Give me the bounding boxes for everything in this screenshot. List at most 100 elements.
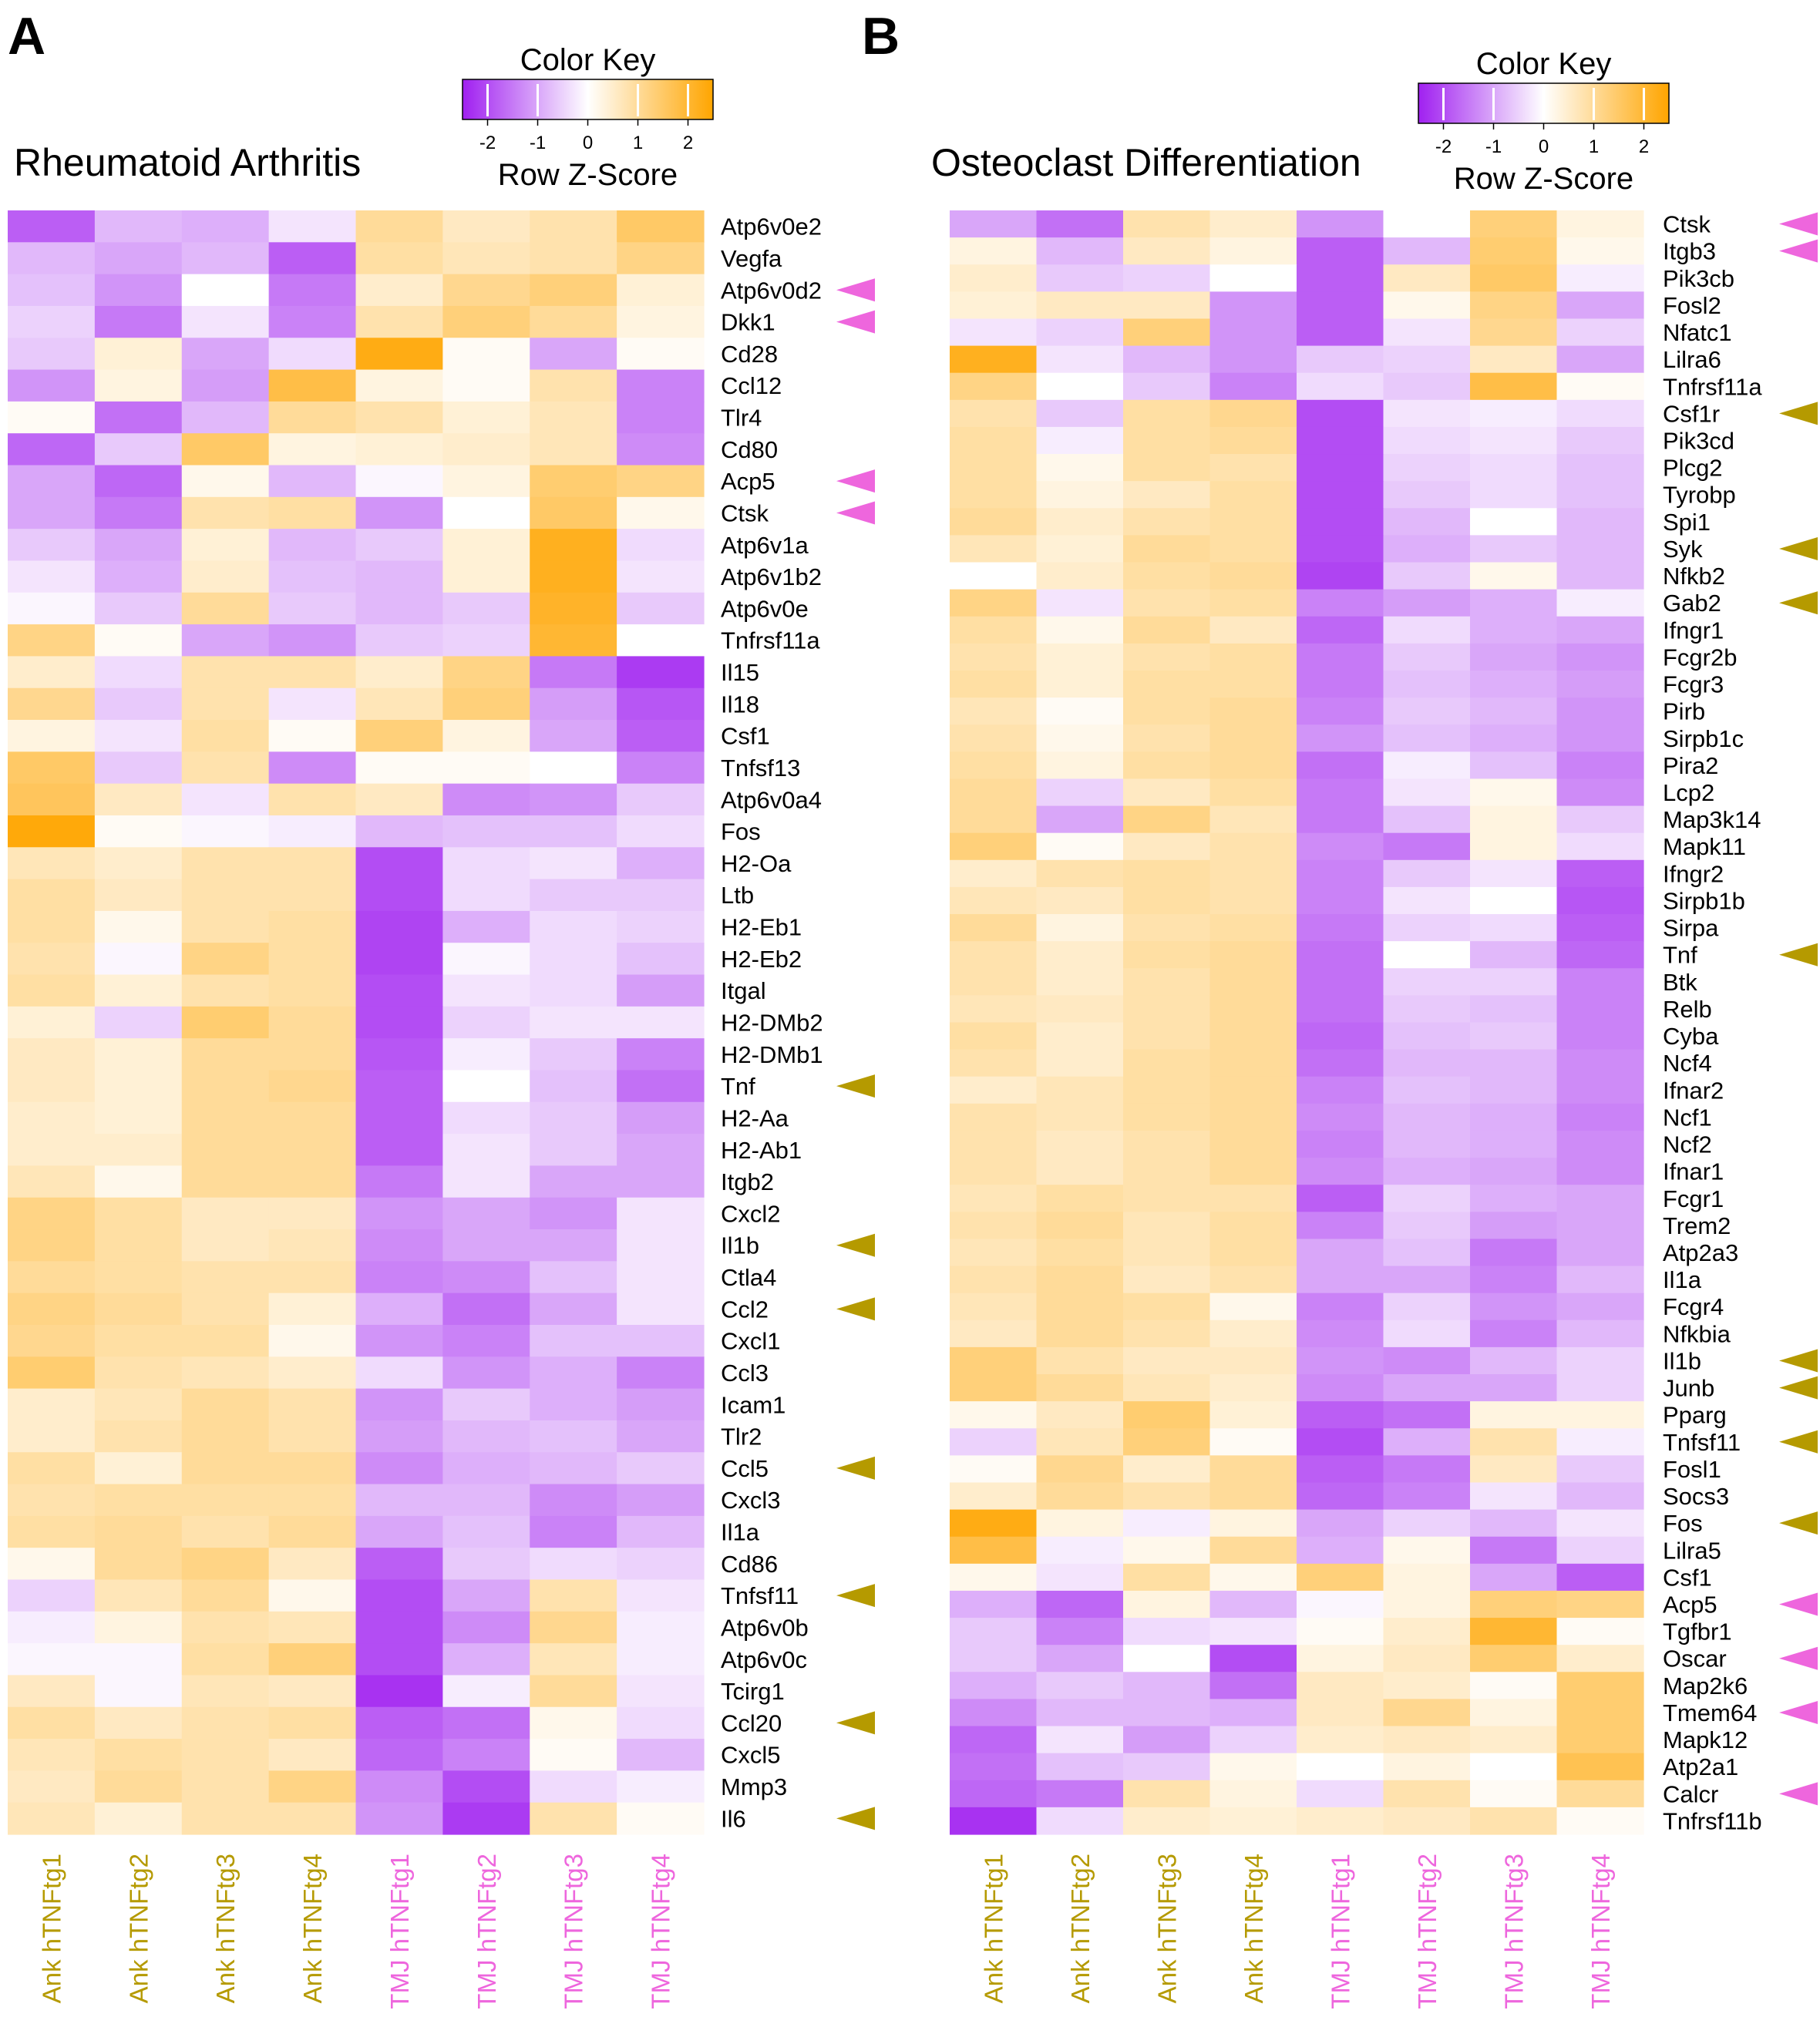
gene-label: Itgb2 [721,1168,774,1195]
heatmap-cell [1383,481,1471,509]
gene-label: Ifngr2 [1663,860,1724,887]
heatmap-cell [1036,1807,1124,1835]
heatmap-cell [530,1197,617,1230]
column-label: TMJ hTNFtg3 [560,1854,588,2009]
heatmap-cell [268,974,357,1007]
heatmap-cell [1383,1509,1471,1538]
gene-label: Atp2a3 [1663,1239,1738,1266]
heatmap-cell [617,401,705,434]
heatmap-cell [1123,1509,1211,1538]
heatmap-cell [1036,995,1124,1024]
heatmap-cell [1123,426,1211,455]
heatmap-cell [268,369,357,402]
heatmap-cell [94,751,183,785]
heatmap-cell [442,560,530,593]
heatmap-cell [355,1611,443,1644]
heatmap-cell [181,1293,270,1326]
heatmap-cell [8,274,96,307]
heatmap-cell [181,624,270,657]
heatmap-cell [268,1611,357,1644]
heatmap-cell [94,1006,183,1039]
gene-label: Pira2 [1663,752,1718,779]
heatmap-cell [617,1006,705,1039]
heatmap-cell [1470,1319,1558,1348]
heatmap-cell [94,720,183,752]
heatmap-cell [355,910,443,943]
heatmap-cell [442,305,530,338]
heatmap-cell [1036,1780,1124,1808]
heatmap-cell [442,210,530,243]
gene-label: Atp6v0d2 [721,277,822,304]
heatmap-cell [94,401,183,434]
heatmap-cell [530,1038,617,1071]
heatmap-cell [1036,616,1124,644]
heatmap-cell [1036,886,1124,915]
heatmap-cell [1556,1239,1644,1267]
heatmap-cell [950,399,1038,428]
heatmap-cell [1383,1022,1471,1050]
color-key-tick-label: 1 [1589,136,1599,157]
heatmap-cell [355,974,443,1007]
heatmap-cell [1209,698,1297,725]
gene-marker-arrow-icon [836,1297,875,1321]
gene-marker-arrow-icon [1779,1592,1818,1616]
heatmap-cell [617,529,705,562]
heatmap-cell [950,1618,1038,1645]
heatmap-cell [1383,318,1471,347]
heatmap-cell [355,1706,443,1740]
heatmap-cell [1123,345,1211,374]
heatmap-cell [530,496,617,529]
heatmap-cell [1383,778,1471,807]
heatmap-cell [1123,832,1211,861]
heatmap-cell [1470,481,1558,509]
heatmap-cell [1123,264,1211,292]
heatmap-cell [1383,291,1471,320]
gene-label: Tlr2 [721,1424,762,1450]
heatmap-cell [950,805,1038,834]
heatmap-cell [1383,264,1471,292]
gene-label: Sirpb1b [1663,887,1745,914]
heatmap-cell [181,720,270,752]
heatmap-cell [1383,1699,1471,1727]
heatmap-cell [355,624,443,657]
heatmap-cell [94,496,183,529]
heatmap-cell [1209,805,1297,834]
heatmap-cell [442,592,530,625]
gene-label: Tlr4 [721,405,762,432]
heatmap-cell [181,879,270,912]
heatmap-cell [617,1579,705,1612]
heatmap-cell [1297,1293,1384,1321]
heatmap-cell [530,560,617,593]
heatmap-cell [1556,1699,1644,1727]
gene-label: Nfkb2 [1663,563,1725,590]
gene-label: Map2k6 [1663,1672,1748,1699]
heatmap-cell [181,401,270,434]
heatmap-cell [1556,508,1644,536]
heatmap-cell [1209,751,1297,780]
heatmap-cell [950,1780,1038,1808]
heatmap-cell [1470,237,1558,265]
heatmap-panel-b: B Osteoclast Differentiation Color Key -2 -1… [862,7,1818,2009]
heatmap-cell [94,1324,183,1357]
heatmap-cell [1209,1212,1297,1240]
gene-label: Tnfsf11 [1663,1429,1741,1456]
heatmap-cell [617,1070,705,1103]
gene-marker-arrow-icon [1779,402,1818,425]
heatmap-cell [617,1356,705,1390]
gene-marker-arrow-icon [1779,1430,1818,1454]
heatmap-cell [442,720,530,752]
heatmap-cell [355,592,443,625]
heatmap-cell [1036,1536,1124,1565]
heatmap-cell [1470,1103,1558,1131]
heatmap-cell [1123,508,1211,536]
heatmap-cell [1297,562,1384,590]
heatmap-cell [181,210,270,243]
heatmap-cell [1123,778,1211,807]
heatmap-cell [355,369,443,402]
heatmap-cell [617,369,705,402]
heatmap-cell [530,1611,617,1644]
heatmap-cell [1036,1185,1124,1212]
heatmap-cell [1556,481,1644,509]
heatmap-cell [94,1611,183,1644]
heatmap-cell [268,910,357,943]
